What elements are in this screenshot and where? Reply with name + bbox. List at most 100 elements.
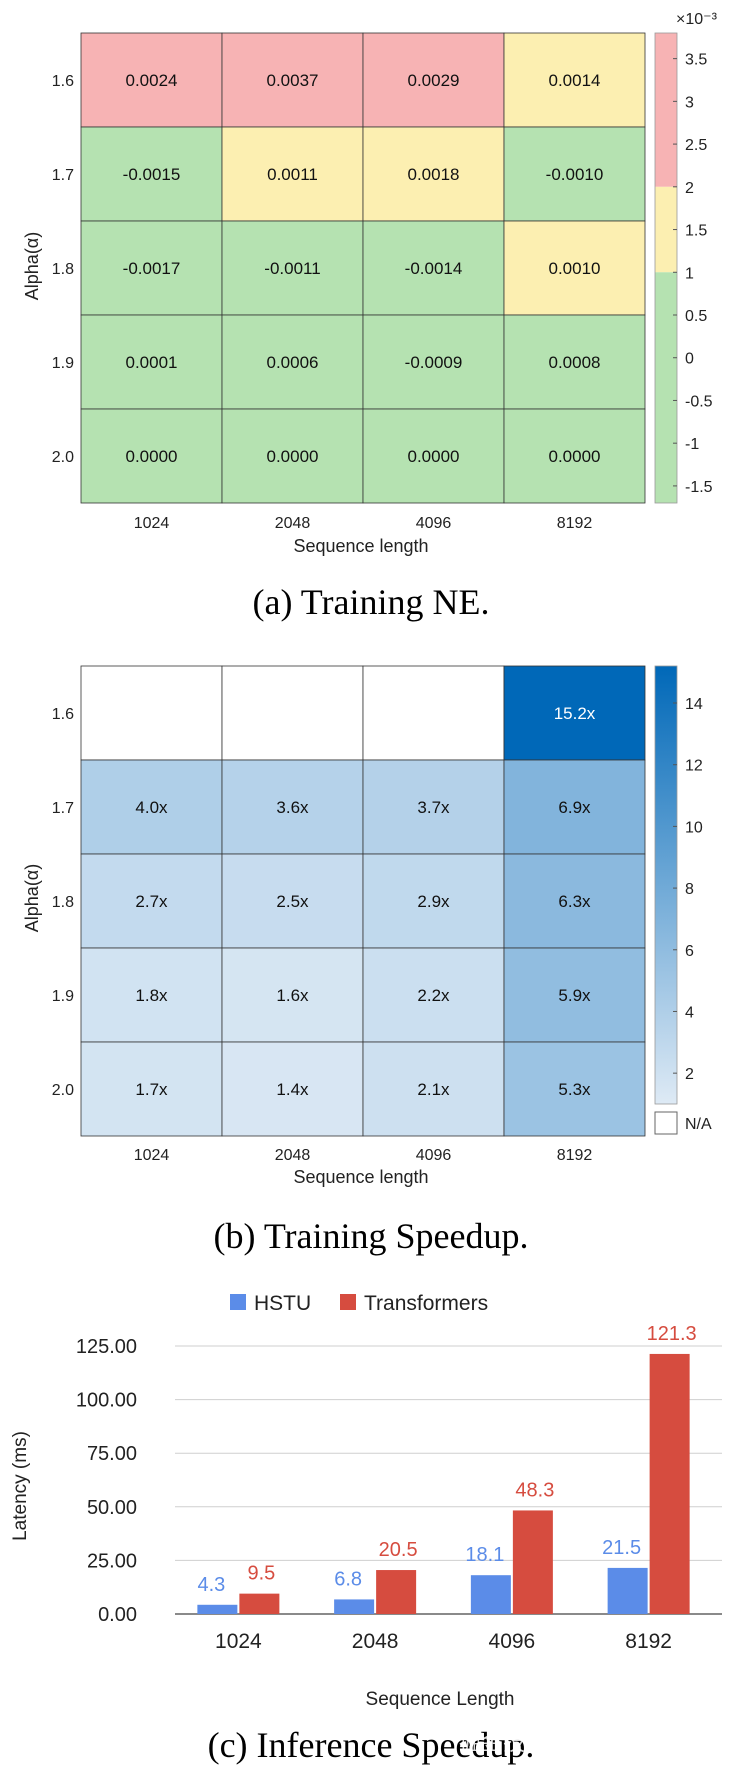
colorbar-a-band [655, 272, 677, 503]
heatmap-b-cell [362, 759, 505, 855]
bar-chart-x-tick: 2048 [352, 1630, 399, 1653]
bar-transformers-2048 [376, 1570, 417, 1614]
bar-chart-x-tick-labels: 1024 2048 4096 8192 [215, 1630, 672, 1653]
heatmap-b-cell-label: 5.9x [558, 986, 591, 1005]
bar-value-label: 48.3 [515, 1479, 554, 1501]
heatmap-a-cell-label: -0.0017 [123, 259, 181, 278]
colorbar-a-tick-label: -1 [685, 436, 699, 453]
heatmap-b-cell-label: 1.7x [135, 1080, 168, 1099]
heatmap-a-cell [80, 126, 223, 222]
heatmap-a-cell-label: 0.0000 [126, 447, 178, 466]
heatmap-a-x-tick: 4096 [416, 515, 452, 532]
colorbar-a-tick-label: 0.5 [685, 308, 707, 325]
heatmap-a-cell [221, 220, 364, 316]
bar-chart-legend: HSTU Transformers [230, 1292, 488, 1315]
bar-chart-y-tick: 0.00 [98, 1604, 137, 1626]
heatmap-b-y-tick: 1.6 [52, 706, 74, 723]
bar-transformers-1024 [239, 1593, 280, 1614]
colorbar-a-band [655, 186, 677, 273]
heatmap-b-xlabel: Sequence length [293, 1167, 428, 1187]
heatmap-b-cell [221, 1041, 364, 1137]
colorbar-a-tick-label: 2.5 [685, 137, 707, 154]
bar-chart-y-tick: 75.00 [87, 1443, 137, 1465]
heatmap-a-cell [503, 32, 646, 128]
heatmap-b-cell-label: 2.1x [417, 1080, 450, 1099]
colorbar-b-tick-label: 14 [685, 696, 703, 713]
bar-value-label: 121.3 [647, 1323, 697, 1345]
bar-chart-y-tick: 100.00 [76, 1390, 137, 1412]
legend-swatch-hstu [230, 1294, 246, 1310]
heatmap-a-cells: 0.0024 0.0037 0.0029 0.0014 -0.0015 0.0011 0.0… [80, 32, 646, 504]
heatmap-b-cell-label: 3.6x [276, 798, 309, 817]
heatmap-b-cell [80, 947, 223, 1043]
colorbar-b-na-label: N/A [685, 1116, 712, 1133]
heatmap-training-speedup: 15.2x 4.0x 3.6x 3.7x 6.9x 2.7x 2.5x 2.9x 6.3x 1.8… [22, 665, 712, 1256]
heatmap-a-cell-label: 0.0006 [267, 353, 319, 372]
bar-value-label: 21.5 [602, 1537, 641, 1559]
heatmap-a-cell [221, 32, 364, 128]
heatmap-a-xlabel: Sequence length [293, 536, 428, 556]
heatmap-b-y-tick: 1.7 [52, 800, 74, 817]
heatmap-a-cell [221, 126, 364, 222]
heatmap-a-cell-label: 0.0010 [549, 259, 601, 278]
heatmap-b-cell-label: 1.6x [276, 986, 309, 1005]
colorbar-b-tick-label: 4 [685, 1004, 694, 1021]
colorbar-a-frame [654, 32, 678, 504]
heatmap-a-cell-label: 0.0011 [267, 165, 318, 184]
heatmap-a-cell [80, 32, 223, 128]
heatmap-b-cell-label: 4.0x [135, 798, 168, 817]
heatmap-b-cell [503, 1041, 646, 1137]
bar-value-label: 9.5 [247, 1563, 275, 1585]
heatmap-b-cell [80, 1041, 223, 1137]
colorbar-b-tick-label: 12 [685, 758, 703, 775]
colorbar-b-tick-label: 8 [685, 881, 694, 898]
heatmap-b-y-tick: 2.0 [52, 1082, 74, 1099]
heatmap-a-cell-label: 0.0000 [267, 447, 319, 466]
heatmap-a-cell-label: -0.0015 [123, 165, 181, 184]
heatmap-a-cell-label: -0.0009 [405, 353, 463, 372]
heatmap-b-cell [221, 947, 364, 1043]
bar-hstu-4096 [470, 1575, 511, 1614]
heatmap-a-cell-label: 0.0001 [126, 353, 178, 372]
heatmap-a-cell [503, 314, 646, 410]
heatmap-a-x-tick-labels: 1024 2048 4096 8192 [134, 515, 593, 532]
heatmap-a-cell [503, 408, 646, 504]
heatmap-b-cell [362, 665, 505, 761]
legend-label-hstu: HSTU [254, 1292, 311, 1315]
heatmap-a-cell-label: -0.0010 [546, 165, 604, 184]
bar-value-label: 20.5 [379, 1539, 418, 1561]
heatmap-a-x-tick: 8192 [557, 515, 593, 532]
heatmap-a-x-tick: 2048 [275, 515, 311, 532]
heatmap-b-cell [80, 759, 223, 855]
heatmap-b-cell [362, 853, 505, 949]
bar-chart-x-tick: 4096 [489, 1630, 536, 1653]
heatmap-a-cell-label: 0.0000 [408, 447, 460, 466]
heatmap-b-cells: 15.2x 4.0x 3.6x 3.7x 6.9x 2.7x 2.5x 2.9x 6.3x 1.8… [80, 665, 646, 1137]
bar-chart-y-tick: 50.00 [87, 1497, 137, 1519]
heatmap-a-y-tick: 1.7 [52, 167, 74, 184]
colorbar-a-tick-label: 2 [685, 180, 694, 197]
heatmap-b-cell-label: 2.7x [135, 892, 168, 911]
heatmap-b-cell [221, 853, 364, 949]
colorbar-a-tick-label: 3.5 [685, 52, 707, 69]
colorbar-a-tick-label: 1 [685, 265, 694, 282]
heatmap-b-cell-label: 3.7x [417, 798, 450, 817]
heatmap-b-cell-label: 5.3x [558, 1080, 591, 1099]
heatmap-b-colorbar: 14 12 10 8 6 4 2 N/A [654, 665, 712, 1135]
heatmap-b-cell [503, 853, 646, 949]
heatmap-b-cell-label: 1.4x [276, 1080, 309, 1099]
heatmap-b-cell [221, 665, 364, 761]
heatmap-a-cell [503, 126, 646, 222]
colorbar-a-tick-label: 0 [685, 351, 694, 368]
heatmap-a-cell [362, 408, 505, 504]
heatmap-a-y-tick: 2.0 [52, 449, 74, 466]
heatmap-a-caption: (a) Training NE. [253, 582, 490, 622]
heatmap-b-x-tick-labels: 1024 2048 4096 8192 [134, 1147, 593, 1164]
colorbar-b-gradient [654, 665, 678, 1105]
heatmap-b-cell-label: 15.2x [554, 704, 596, 723]
heatmap-a-colorbar-multiplier: ×10⁻³ [676, 11, 718, 28]
heatmap-a-cell [362, 32, 505, 128]
colorbar-b-na-swatch [654, 1111, 678, 1135]
bar-chart-data-labels: 4.3 9.5 6.8 20.5 18.1 48.3 21.5 121.3 [197, 1323, 696, 1596]
heatmap-a-cell [80, 314, 223, 410]
